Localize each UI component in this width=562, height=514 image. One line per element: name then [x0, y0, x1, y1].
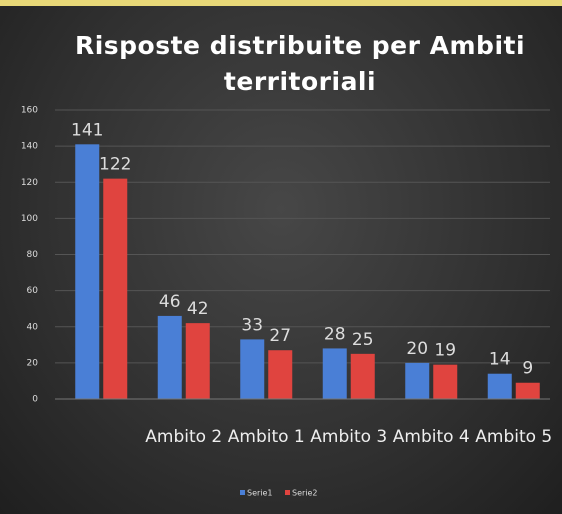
data-label: 9 [522, 359, 533, 379]
data-label: 33 [241, 315, 263, 335]
y-tick-label: 160 [21, 106, 38, 116]
legend-label: Serie2 [292, 489, 318, 498]
x-tick-label: Ambito 1 [227, 427, 305, 447]
data-label: 14 [489, 350, 511, 370]
x-tick-label: Ambito 2 [145, 427, 223, 447]
bar [75, 144, 100, 399]
legend-label: Serie1 [247, 489, 273, 498]
y-tick-label: 100 [21, 214, 38, 224]
y-tick-label: 20 [27, 358, 39, 368]
bar [240, 339, 265, 399]
bar [322, 348, 347, 399]
data-label: 46 [159, 292, 181, 312]
data-label: 20 [406, 339, 428, 359]
data-label: 25 [352, 330, 374, 350]
chart-title: Risposte distribuite per Ambiti territor… [74, 31, 526, 96]
y-tick-label: 120 [21, 178, 38, 188]
bar [433, 364, 458, 399]
data-label: 141 [71, 120, 103, 140]
y-tick-label: 0 [32, 395, 38, 405]
x-tick-label: Ambito 3 [310, 427, 388, 447]
bar [487, 373, 512, 399]
data-label: 19 [434, 341, 456, 361]
x-tick-label: Ambito 4 [392, 427, 470, 447]
bar [515, 382, 540, 399]
data-label: 27 [269, 326, 291, 346]
data-label: 122 [99, 155, 131, 175]
y-tick-label: 80 [27, 250, 39, 260]
plot: 0 20 40 60 80 100 120 140 160 141 122 46 42 33 27 28 25 2… [21, 106, 550, 498]
bar [157, 315, 182, 399]
y-tick-label: 140 [21, 142, 38, 152]
x-tick-label: Ambito 5 [475, 427, 553, 447]
bar [185, 323, 210, 399]
legend-swatch [285, 490, 290, 495]
legend-swatch [240, 490, 245, 495]
y-tick-label: 40 [27, 322, 39, 332]
bar [268, 350, 293, 399]
data-label: 42 [187, 299, 209, 319]
data-label: 28 [324, 324, 346, 344]
bar [103, 178, 128, 399]
y-tick-label: 60 [27, 286, 39, 296]
bar [405, 362, 430, 399]
bar [350, 353, 375, 399]
